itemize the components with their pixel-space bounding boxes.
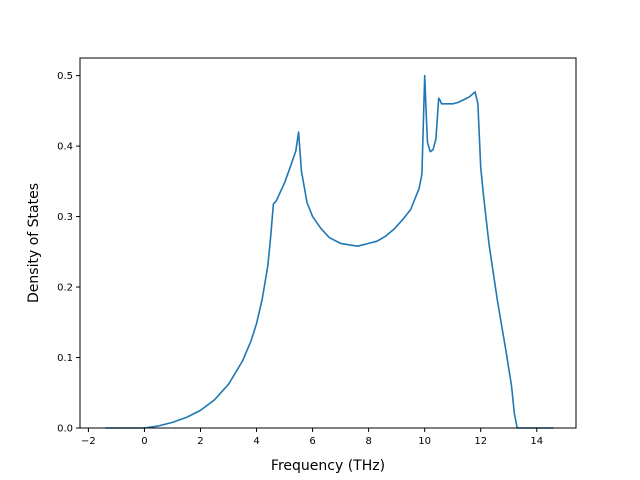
y-tick-label: 0.1 — [57, 353, 73, 364]
y-axis-label: Density of States — [26, 183, 42, 303]
x-tick-label: 4 — [253, 436, 259, 447]
dos-series-line — [105, 74, 554, 429]
x-tick-label: −2 — [81, 436, 96, 447]
x-axis: −2 0 2 4 6 8 10 12 14 — [81, 428, 543, 447]
plot-frame — [79, 57, 577, 429]
x-tick-label: 6 — [309, 436, 315, 447]
y-tick-label: 0.3 — [57, 212, 73, 223]
y-tick-label: 0.2 — [57, 283, 73, 294]
x-tick-label: 0 — [141, 436, 147, 447]
x-tick-label: 2 — [197, 436, 203, 447]
y-tick-label: 0.4 — [57, 142, 73, 153]
x-tick-label: 14 — [530, 436, 543, 447]
x-tick-label: 12 — [474, 436, 487, 447]
y-tick-label: 0.5 — [57, 71, 73, 82]
x-tick-label: 10 — [418, 436, 431, 447]
x-tick-label: 8 — [365, 436, 371, 447]
y-axis: 0.0 0.1 0.2 0.3 0.4 0.5 — [57, 71, 80, 435]
y-tick-label: 0.0 — [57, 424, 73, 435]
plot-layer — [105, 74, 554, 429]
x-axis-label: Frequency (THz) — [271, 458, 385, 474]
